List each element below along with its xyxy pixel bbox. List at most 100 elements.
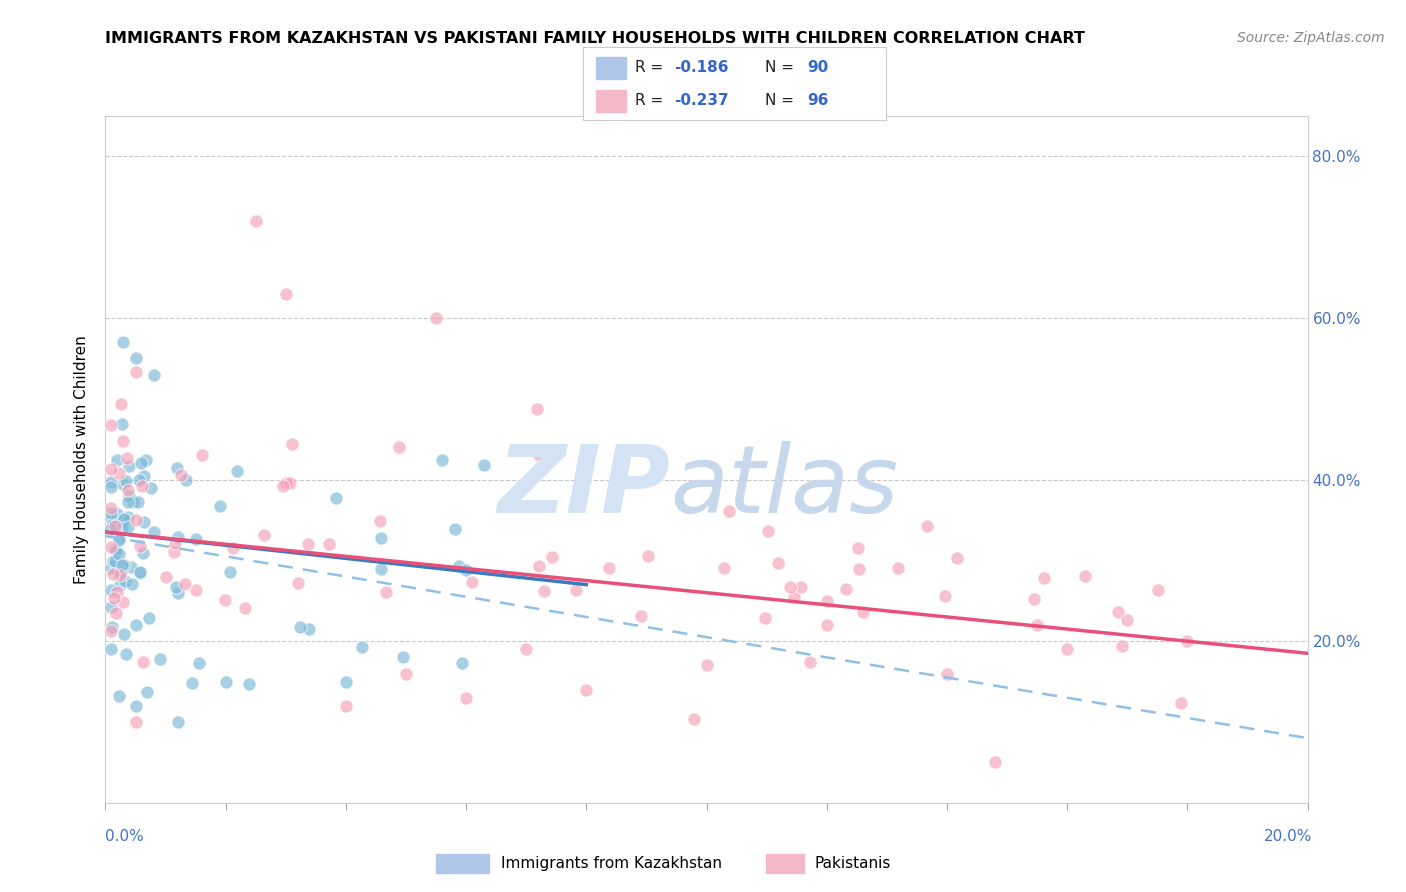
Point — [100, 417, 122, 432]
Point — [598, 561, 620, 575]
Point — [456, 563, 478, 577]
Point — [112, 514, 135, 528]
Text: 20.0%: 20.0% — [1264, 830, 1312, 844]
Point — [1170, 697, 1192, 711]
Point — [124, 698, 146, 713]
Point — [1033, 571, 1056, 585]
Point — [117, 520, 139, 534]
Point — [915, 519, 938, 533]
Point — [129, 456, 152, 470]
Point — [112, 335, 135, 350]
Point — [335, 674, 357, 689]
Point — [129, 565, 152, 579]
Point — [122, 494, 145, 508]
Point — [110, 397, 132, 411]
Point — [936, 666, 959, 681]
Point — [718, 504, 741, 518]
Point — [281, 437, 304, 451]
Point — [111, 417, 134, 431]
Point — [101, 567, 124, 582]
Point — [527, 448, 550, 462]
Text: 96: 96 — [807, 93, 828, 108]
Point — [790, 580, 813, 594]
Point — [105, 606, 128, 620]
Point — [100, 522, 122, 536]
Point — [188, 656, 211, 670]
Point — [108, 568, 131, 582]
Point — [135, 453, 157, 467]
Point — [1074, 569, 1097, 583]
Point — [105, 585, 128, 599]
Point — [984, 756, 1007, 770]
Point — [758, 524, 780, 539]
Point — [136, 685, 159, 699]
Point — [100, 475, 122, 489]
Point — [166, 530, 188, 544]
Point — [225, 464, 247, 478]
Point — [297, 537, 319, 551]
Point — [1116, 613, 1139, 627]
Point — [166, 714, 188, 729]
Point — [117, 495, 139, 509]
Text: Source: ZipAtlas.com: Source: ZipAtlas.com — [1237, 31, 1385, 45]
Point — [815, 594, 838, 608]
Point — [214, 593, 236, 607]
Point — [115, 647, 138, 661]
Point — [238, 677, 260, 691]
Point — [149, 652, 172, 666]
Point — [111, 477, 134, 491]
Point — [103, 591, 125, 606]
Point — [100, 599, 122, 614]
Point — [131, 655, 153, 669]
Point — [288, 620, 311, 634]
Point — [132, 468, 155, 483]
Text: R =: R = — [636, 61, 668, 75]
Point — [472, 458, 495, 473]
Point — [100, 501, 122, 516]
Text: Pakistanis: Pakistanis — [815, 856, 891, 871]
Point — [287, 576, 309, 591]
Bar — [596, 57, 626, 78]
Text: IMMIGRANTS FROM KAZAKHSTAN VS PAKISTANI FAMILY HOUSEHOLDS WITH CHILDREN CORRELAT: IMMIGRANTS FROM KAZAKHSTAN VS PAKISTANI … — [105, 31, 1085, 46]
Point — [111, 434, 134, 448]
Point — [848, 562, 870, 576]
Point — [1107, 605, 1129, 619]
Point — [298, 622, 321, 636]
Point — [127, 494, 149, 508]
Point — [432, 453, 454, 467]
Point — [815, 618, 838, 632]
Point — [630, 609, 652, 624]
Point — [121, 577, 143, 591]
Point — [461, 574, 484, 589]
Point — [425, 310, 447, 325]
Point — [219, 565, 242, 579]
Point — [166, 586, 188, 600]
Point — [1175, 634, 1198, 648]
Point — [173, 577, 195, 591]
Point — [138, 610, 160, 624]
Text: 0.0%: 0.0% — [105, 830, 145, 844]
Y-axis label: Family Households with Children: Family Households with Children — [75, 335, 90, 583]
Point — [754, 611, 776, 625]
Point — [335, 698, 357, 713]
Point — [245, 214, 267, 228]
Point — [637, 549, 659, 563]
Point — [370, 562, 392, 576]
Point — [163, 545, 186, 559]
Point — [1026, 618, 1049, 632]
Point — [783, 590, 806, 604]
Point — [132, 515, 155, 529]
Point — [118, 489, 141, 503]
Point — [100, 540, 122, 554]
Point — [184, 532, 207, 546]
Point — [443, 522, 465, 536]
Point — [166, 461, 188, 475]
Point — [104, 543, 127, 558]
Point — [779, 580, 801, 594]
Point — [540, 549, 562, 564]
Point — [101, 554, 124, 568]
Point — [124, 351, 146, 366]
Point — [886, 560, 908, 574]
Point — [222, 541, 245, 555]
Text: atlas: atlas — [671, 442, 898, 533]
